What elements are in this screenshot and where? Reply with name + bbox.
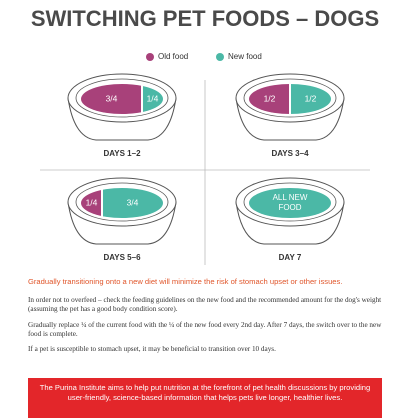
legend-label: Old food <box>158 52 188 61</box>
title: SWITCHING PET FOODS – DOGS <box>31 6 379 31</box>
legend-label: New food <box>228 52 262 61</box>
paragraphs: In order not to overfeed – check the fee… <box>28 296 388 361</box>
panel-label: DAYS 5–6 <box>103 253 141 262</box>
portion-label: 1/2 <box>305 93 317 103</box>
portion-label: 3/4 <box>106 93 118 103</box>
infographic: SWITCHING PET FOODS – DOGS Old food New f… <box>31 6 379 265</box>
portion-label: 1/4 <box>147 93 159 103</box>
portion-label: FOOD <box>278 203 301 212</box>
legend-swatch <box>216 53 224 61</box>
panel-label: DAYS 3–4 <box>271 149 309 158</box>
highlight: Gradually transitioning onto a new diet … <box>28 277 343 286</box>
new-food <box>249 188 331 218</box>
legend-swatch <box>146 53 154 61</box>
paragraph: Gradually replace ¼ of the current food … <box>28 320 382 339</box>
footer: The Purina Institute aims to help put nu… <box>28 378 382 418</box>
panel-label: DAY 7 <box>279 253 302 262</box>
portion-label: 3/4 <box>127 197 139 207</box>
portion-label: 1/4 <box>86 197 98 207</box>
paragraph: If a pet is susceptible to stomach upset… <box>28 345 276 354</box>
portion-label: 1/2 <box>264 93 276 103</box>
paragraph: In order not to overfeed – check the fee… <box>28 296 382 314</box>
portion-label: ALL NEW <box>273 193 308 202</box>
panel-label: DAYS 1–2 <box>103 149 141 158</box>
